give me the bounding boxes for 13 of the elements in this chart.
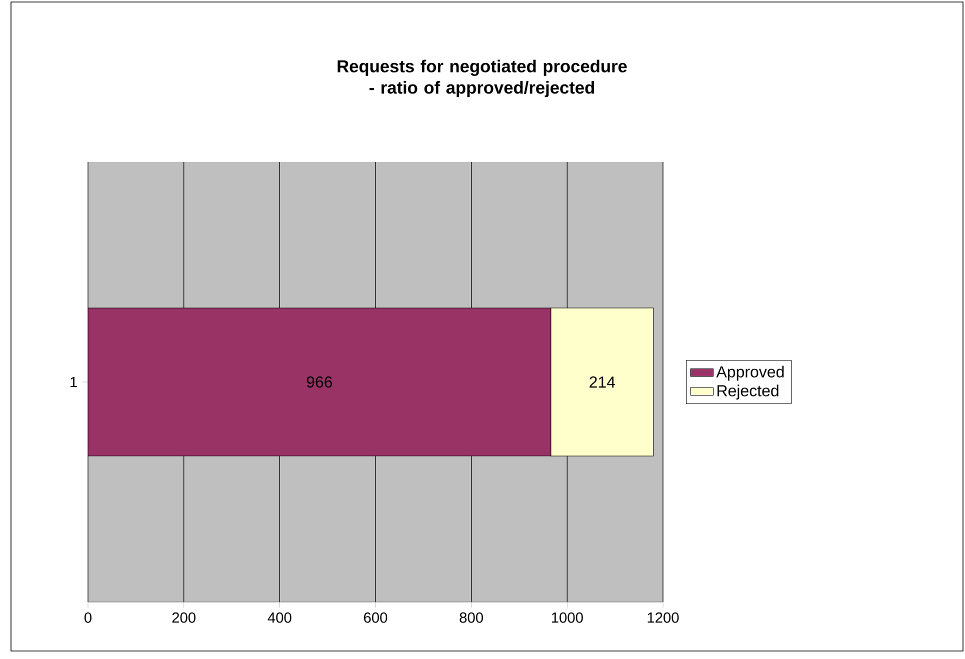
legend-label: Approved: [716, 366, 784, 381]
y-tick-label: 1: [70, 376, 77, 388]
x-tick-label: 0: [84, 612, 92, 623]
x-tick-label: 1000: [552, 612, 583, 623]
x-tick-label: 1200: [648, 612, 679, 623]
x-tick-label: 200: [172, 612, 196, 623]
data-label: 966: [306, 376, 332, 388]
chart-title: Requests for negotiated procedure - ratio of approved/rejected: [338, 60, 627, 98]
legend-label: Rejected: [718, 384, 778, 400]
x-tick-label: 800: [460, 612, 483, 623]
x-tick-label: 600: [364, 612, 388, 623]
x-tick-label: 400: [268, 612, 292, 623]
data-label: 214: [590, 376, 616, 388]
